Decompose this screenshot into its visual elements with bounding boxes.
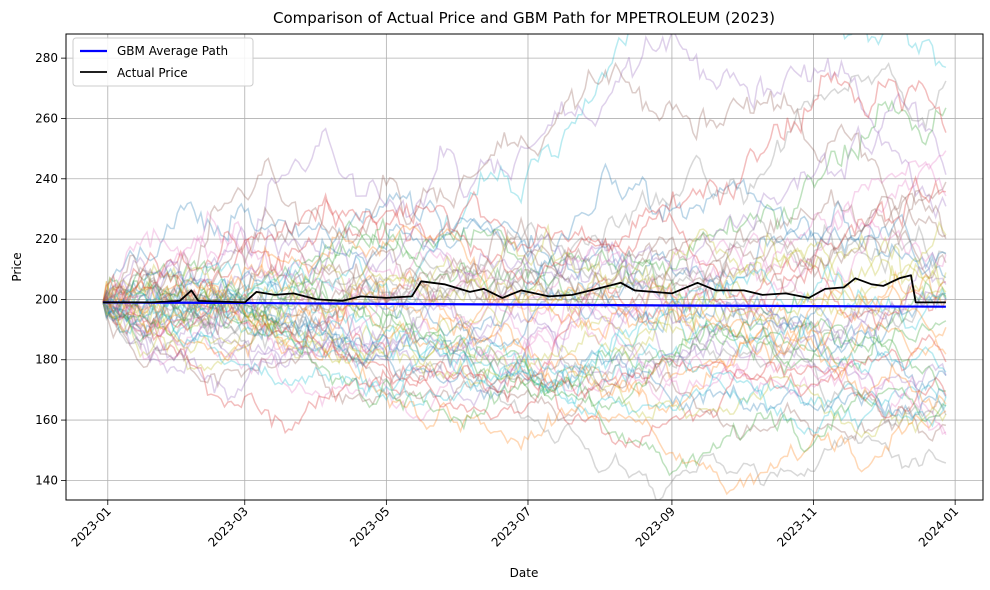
plot-frame <box>65 33 984 501</box>
simulated-path <box>102 290 947 369</box>
simulated-path <box>102 277 947 439</box>
simulated-path <box>102 219 947 347</box>
y-tick-label: 180 <box>35 353 58 367</box>
legend-box <box>72 37 254 87</box>
legend-label-actual-price: Actual Price <box>117 66 188 80</box>
legend: GBM Average Path Actual Price <box>72 37 254 87</box>
simulated-path <box>102 262 946 394</box>
simulated-path <box>102 217 947 393</box>
simulated-path <box>102 260 947 411</box>
legend-label-gbm-average-path: GBM Average Path <box>117 44 228 58</box>
simulated-path <box>102 259 947 411</box>
simulated-path <box>102 278 947 372</box>
x-axis-label: Date <box>510 566 539 580</box>
plot-area <box>65 33 984 501</box>
simulated-path <box>102 61 947 367</box>
y-tick-label: 140 <box>35 473 58 487</box>
simulated-path <box>102 269 947 395</box>
simulated-path <box>102 294 947 435</box>
simulated-path <box>102 190 947 332</box>
simulated-path <box>102 263 947 414</box>
y-tick-label: 200 <box>35 292 58 306</box>
simulated-path <box>102 275 947 449</box>
y-axis: 140 160 180 200 220 240 260 280 <box>35 51 66 487</box>
simulated-path <box>102 150 947 422</box>
simulated-path <box>102 196 947 312</box>
simulated-path <box>103 34 947 318</box>
simulated-path <box>102 275 947 427</box>
simulated-path <box>102 290 947 477</box>
simulated-path <box>102 289 947 436</box>
simulated-path <box>102 189 947 304</box>
y-tick-label: 220 <box>35 232 58 246</box>
y-axis-label: Price <box>10 252 24 281</box>
simulated-path <box>102 302 947 500</box>
simulated-path <box>102 267 947 420</box>
simulated-path <box>102 162 947 368</box>
simulated-path <box>102 175 946 435</box>
y-tick-label: 260 <box>35 111 58 125</box>
simulated-path <box>102 34 947 310</box>
chart-title: Comparison of Actual Price and GBM Path … <box>273 9 775 27</box>
simulated-path <box>102 301 947 408</box>
simulated-path <box>102 124 947 402</box>
simulated-path <box>102 70 947 303</box>
simulated-path <box>102 220 947 356</box>
simulated-path <box>102 269 947 366</box>
simulated-path <box>102 278 947 363</box>
simulated-path <box>102 189 947 320</box>
actual-price-line <box>103 274 946 304</box>
simulated-path <box>102 220 947 354</box>
simulated-path <box>102 219 947 372</box>
plot-background <box>66 34 983 500</box>
y-tick-label: 160 <box>35 413 58 427</box>
simulated-path <box>102 291 947 405</box>
simulated-path <box>102 235 947 386</box>
simulated-path <box>102 302 947 442</box>
simulated-path <box>102 295 947 421</box>
simulated-path <box>102 61 947 312</box>
simulated-path <box>102 99 947 343</box>
simulated-path <box>102 280 947 496</box>
main-series <box>103 274 946 308</box>
y-tick-label: 280 <box>35 51 58 65</box>
y-tick-label: 240 <box>35 172 58 186</box>
